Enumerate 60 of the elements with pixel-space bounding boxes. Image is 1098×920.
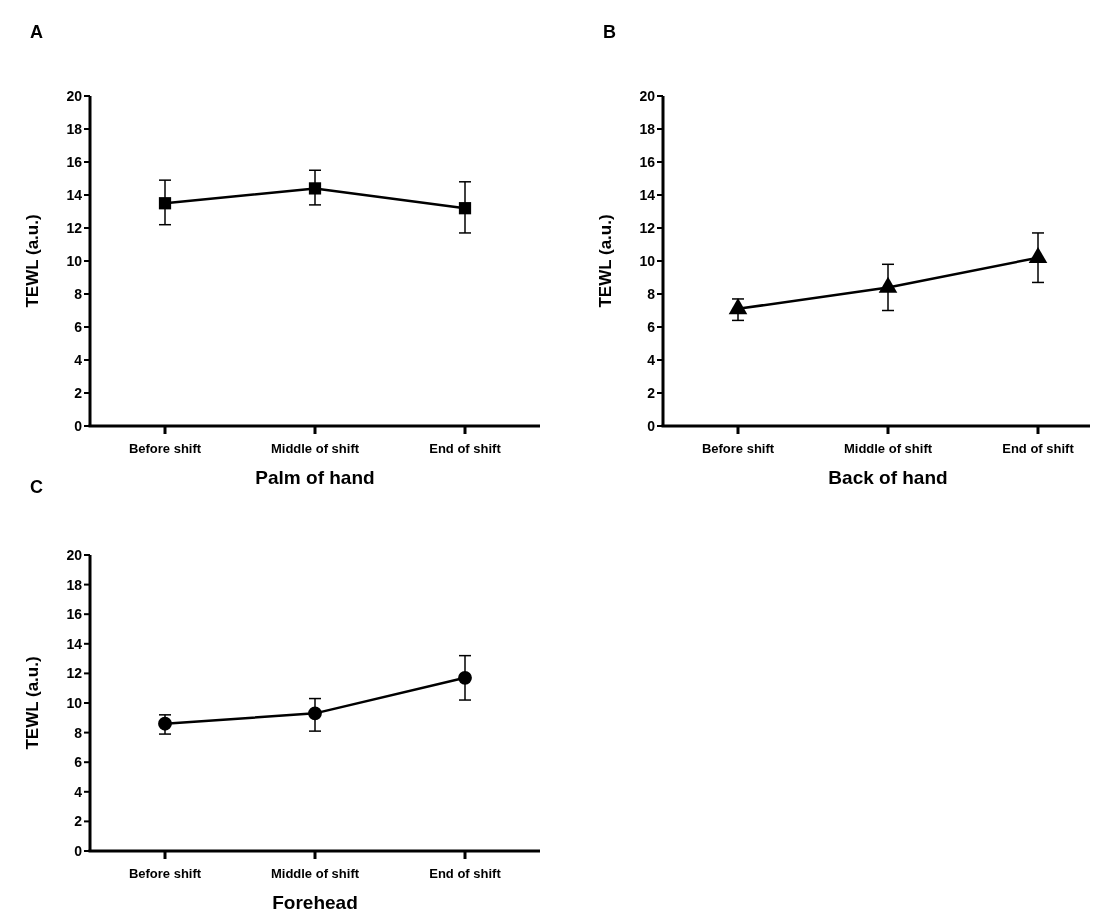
- y-tick-label: 4: [74, 351, 83, 368]
- chart-title: A: [30, 22, 43, 42]
- y-tick-label: 6: [647, 318, 656, 335]
- point: [728, 298, 748, 315]
- y-tick-label: 0: [74, 842, 83, 859]
- y-tick-label: 2: [647, 384, 656, 401]
- y-tick-label: 18: [639, 120, 656, 137]
- y-tick-label: 4: [74, 783, 83, 800]
- x-tick-label: End of shift: [429, 441, 502, 456]
- y-tick-label: 16: [66, 153, 83, 170]
- y-tick-label: 16: [66, 606, 83, 623]
- point: [458, 202, 472, 215]
- y-tick-label: 14: [66, 635, 83, 652]
- y-tick-label: 8: [74, 724, 83, 741]
- y-axis-title: TEWL (a.u.): [596, 214, 615, 308]
- y-tick-label: 8: [74, 285, 83, 302]
- y-tick-label: 0: [647, 417, 656, 434]
- y-tick-label: 18: [66, 120, 83, 137]
- y-tick-label: 18: [66, 576, 83, 593]
- y-tick-label: 6: [74, 318, 83, 335]
- x-tick-label: End of shift: [429, 866, 502, 881]
- point: [158, 197, 172, 210]
- x-tick-label: Middle of shift: [843, 441, 933, 456]
- x-axis-title: Forehead: [272, 892, 358, 913]
- point: [308, 182, 322, 195]
- point: [878, 276, 898, 293]
- x-tick-label: Before shift: [128, 441, 202, 456]
- y-tick-label: 2: [74, 384, 83, 401]
- point: [458, 670, 472, 685]
- y-tick-label: 0: [74, 417, 83, 434]
- x-tick-label: Middle of shift: [270, 866, 360, 881]
- y-tick-label: 14: [639, 186, 656, 203]
- y-tick-label: 4: [647, 351, 656, 368]
- y-tick-label: 10: [66, 694, 83, 711]
- y-tick-label: 12: [639, 219, 656, 236]
- x-tick-label: Before shift: [128, 866, 202, 881]
- x-tick-label: Before shift: [701, 441, 775, 456]
- y-axis-title: TEWL (a.u.): [23, 214, 42, 308]
- point: [308, 706, 322, 721]
- y-tick-label: 10: [66, 252, 83, 269]
- x-tick-label: End of shift: [1002, 441, 1075, 456]
- y-tick-label: 20: [66, 87, 83, 104]
- y-tick-label: 8: [647, 285, 656, 302]
- y-tick-label: 6: [74, 754, 83, 771]
- y-tick-label: 12: [66, 665, 83, 682]
- chart-title: C: [30, 477, 43, 497]
- point: [158, 716, 172, 731]
- y-tick-label: 16: [639, 153, 656, 170]
- y-tick-label: 20: [66, 546, 83, 563]
- y-axis-title: TEWL (a.u.): [23, 656, 42, 750]
- y-tick-label: 12: [66, 219, 83, 236]
- x-axis-title: Back of hand: [828, 467, 948, 488]
- y-tick-label: 10: [639, 252, 656, 269]
- y-tick-label: 2: [74, 813, 83, 830]
- x-tick-label: Middle of shift: [270, 441, 360, 456]
- y-tick-label: 20: [639, 87, 656, 104]
- y-tick-label: 14: [66, 186, 83, 203]
- x-axis-title: Palm of hand: [255, 467, 375, 488]
- point: [1028, 246, 1048, 264]
- chart-title: B: [603, 22, 616, 42]
